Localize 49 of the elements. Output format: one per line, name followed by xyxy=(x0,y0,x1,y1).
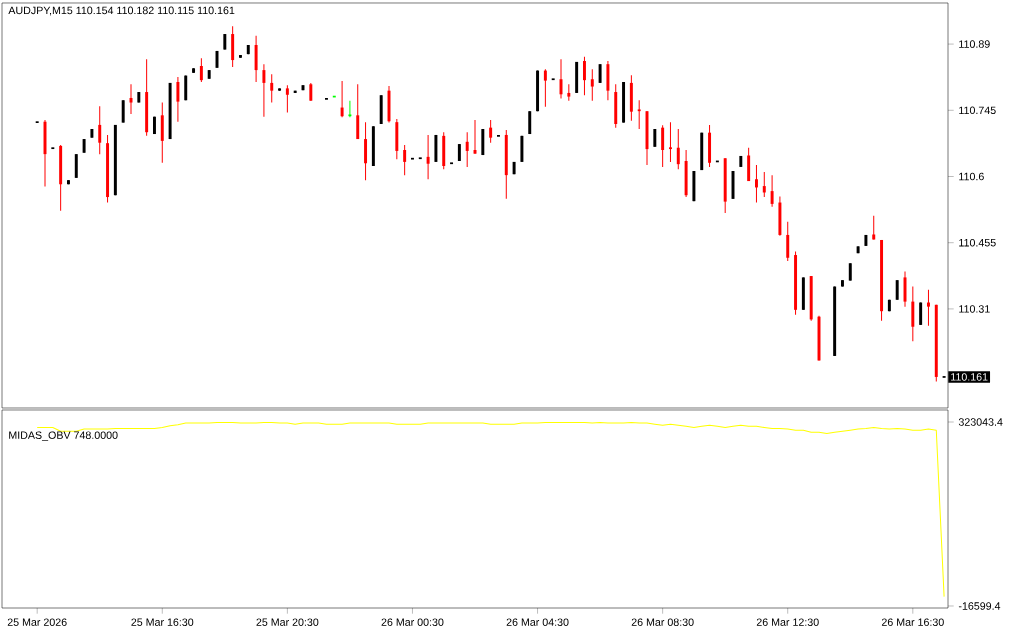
candlestick xyxy=(872,215,876,241)
candlestick xyxy=(121,99,125,124)
y-tick-label: 110.89 xyxy=(959,40,990,48)
candlestick xyxy=(356,83,360,140)
y-tick-label: 110.455 xyxy=(959,238,996,247)
chart-title: AUDJPY,M15 110.154 110.182 110.115 110.161 xyxy=(8,6,235,16)
candlestick xyxy=(676,128,680,170)
candlestick xyxy=(410,157,415,160)
candlestick xyxy=(199,57,203,83)
candlestick xyxy=(582,56,586,96)
candlestick xyxy=(926,289,930,327)
candlestick xyxy=(270,73,274,104)
candlestick xyxy=(762,171,766,198)
candlestick xyxy=(262,63,266,118)
candlestick xyxy=(543,68,547,108)
x-tick-label: 26 Mar 12:30 xyxy=(756,618,819,626)
candlestick xyxy=(668,121,673,163)
candlestick xyxy=(770,174,774,208)
candlestick xyxy=(895,279,899,301)
candlestick xyxy=(496,134,501,137)
candlestick xyxy=(786,221,790,262)
candlestick xyxy=(489,119,493,144)
candlestick xyxy=(590,68,594,102)
candlestick xyxy=(598,63,602,84)
candlestick xyxy=(465,131,469,168)
text: 110.161 xyxy=(951,373,988,381)
candlestick xyxy=(754,164,758,204)
candlestick xyxy=(403,144,407,176)
x-tick-label: 26 Mar 08:30 xyxy=(631,618,694,626)
text: MIDAS_OBV 748.0000 xyxy=(9,431,118,441)
candlestick xyxy=(426,134,430,180)
candlestick xyxy=(661,124,665,168)
candlestick xyxy=(98,105,102,155)
candlestick xyxy=(340,80,344,118)
x-tick-label: 26 Mar 00:30 xyxy=(381,618,444,626)
y-tick-label: -16599.4 xyxy=(958,602,1001,610)
candlestick xyxy=(176,76,180,123)
y-tick-label: 323043.4 xyxy=(958,418,1003,426)
x-tick-label: 25 Mar 16:30 xyxy=(131,618,194,626)
x-tick-label: 25 Mar 2026 xyxy=(7,618,67,626)
y-tick-label: 110.31 xyxy=(959,305,990,313)
candlestick xyxy=(449,162,454,165)
x-tick-label: 25 Mar 20:30 xyxy=(256,618,319,626)
x-tick-label: 26 Mar 16:30 xyxy=(881,618,944,626)
candlestick xyxy=(74,153,78,179)
y-tick-label: 110.6 xyxy=(959,172,984,181)
candlestick xyxy=(285,84,289,114)
y-tick-label: 110.745 xyxy=(959,106,996,115)
x-tick-label: 26 Mar 04:30 xyxy=(506,618,569,626)
